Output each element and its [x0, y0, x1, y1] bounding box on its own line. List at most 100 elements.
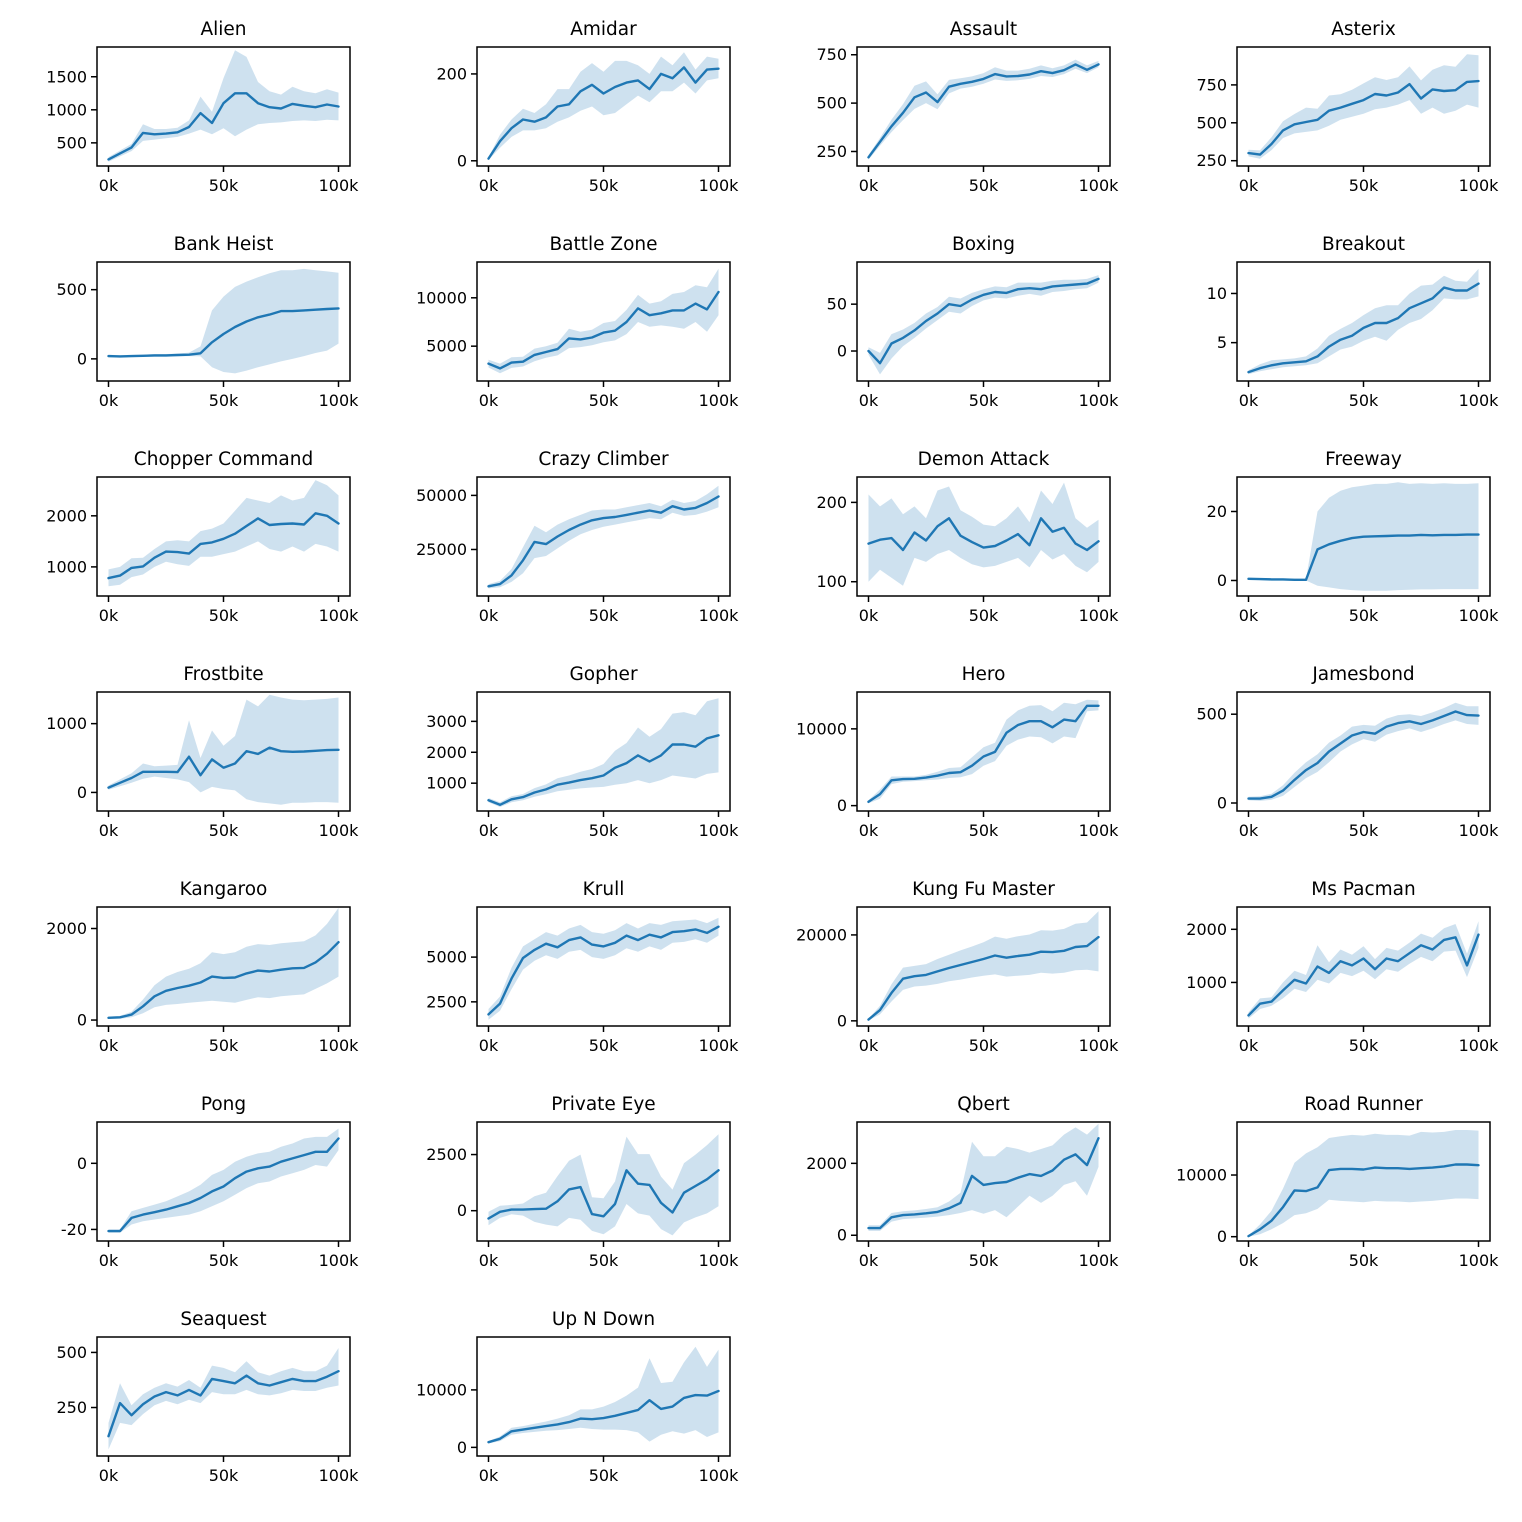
mean-line — [867, 1137, 1100, 1230]
y-tick-label: 1000 — [46, 557, 87, 576]
x-tick-label: 50k — [969, 176, 999, 195]
mean-line — [107, 92, 340, 161]
line-chart-assault: 250 500 750 0k 50k 100k Assault — [816, 19, 1120, 195]
x-tick-label: 100k — [319, 1466, 360, 1485]
subplot-hero: 0 10000 0k 50k 100k Hero — [761, 653, 1141, 868]
line-chart-seaquest: 250 500 0k 50k 100k Seaquest — [56, 1309, 360, 1485]
y-tick-label: 200 — [436, 64, 467, 83]
line-chart-road-runner: 0 10000 0k 50k 100k Road Runner — [1176, 1094, 1499, 1270]
x-tick-label: 100k — [319, 1036, 360, 1055]
confidence-band — [108, 694, 339, 805]
y-tick-label: 750 — [1196, 75, 1227, 94]
chart-title: Frostbite — [183, 664, 263, 685]
line-chart-hero: 0 10000 0k 50k 100k Hero — [796, 664, 1119, 840]
y-tick-label: 50000 — [416, 486, 467, 505]
subplot-road-runner: 0 10000 0k 50k 100k Road Runner — [1141, 1083, 1521, 1298]
x-tick-label: 100k — [1459, 606, 1500, 625]
chart-title: Freeway — [1325, 449, 1402, 470]
y-tick-label: 500 — [1196, 705, 1227, 724]
x-tick-label: 0k — [479, 1251, 499, 1270]
line-chart-krull: 2500 5000 0k 50k 100k Krull — [426, 879, 739, 1055]
mean-line — [867, 517, 1100, 552]
x-tick-label: 50k — [209, 1251, 239, 1270]
y-tick-label: 0 — [77, 1011, 87, 1030]
x-tick-label: 50k — [1349, 606, 1379, 625]
mean-line — [1247, 710, 1480, 800]
x-tick-label: 100k — [319, 1251, 360, 1270]
subplot-up-n-down: 0 10000 0k 50k 100k Up N Down — [381, 1298, 761, 1513]
x-tick-label: 100k — [1079, 176, 1120, 195]
subplot-amidar: 0 200 0k 50k 100k Amidar — [381, 8, 761, 223]
mean-line — [107, 512, 340, 580]
confidence-band — [488, 917, 719, 1020]
y-tick-label: 0 — [837, 796, 847, 815]
y-tick-label: 25000 — [416, 540, 467, 559]
mean-line — [107, 1369, 340, 1438]
x-tick-label: 100k — [699, 606, 740, 625]
subplot-qbert: 0 2000 0k 50k 100k Qbert — [761, 1083, 1141, 1298]
x-tick-label: 0k — [99, 606, 119, 625]
subplot-seaquest: 250 500 0k 50k 100k Seaquest — [1, 1298, 381, 1513]
y-tick-label: 1000 — [46, 100, 87, 119]
mean-line — [1247, 79, 1480, 156]
x-tick-label: 0k — [479, 176, 499, 195]
x-tick-label: 50k — [209, 606, 239, 625]
y-tick-label: 5000 — [426, 948, 467, 967]
y-tick-label: 0 — [457, 1438, 467, 1457]
confidence-band — [1248, 702, 1479, 801]
x-tick-label: 0k — [479, 391, 499, 410]
x-tick-label: 0k — [859, 606, 879, 625]
y-tick-label: 10000 — [796, 719, 847, 738]
confidence-band — [488, 698, 719, 807]
y-tick-label: 250 — [816, 142, 847, 161]
chart-title: Chopper Command — [134, 449, 313, 470]
x-tick-label: 100k — [319, 176, 360, 195]
y-tick-label: 5000 — [426, 337, 467, 356]
subplot-kung-fu-master: 0 20000 0k 50k 100k Kung Fu Master — [761, 868, 1141, 1083]
x-tick-label: 50k — [589, 1466, 619, 1485]
x-tick-label: 100k — [699, 1251, 740, 1270]
x-tick-label: 50k — [209, 391, 239, 410]
confidence-band — [108, 268, 339, 374]
x-tick-label: 100k — [1079, 391, 1120, 410]
y-tick-label: 2000 — [1186, 920, 1227, 939]
confidence-band — [868, 1123, 1099, 1231]
confidence-band — [1248, 921, 1479, 1019]
x-tick-label: 100k — [319, 606, 360, 625]
y-tick-label: 5 — [1217, 333, 1227, 352]
y-tick-label: 10000 — [416, 1380, 467, 1399]
y-tick-label: 1000 — [46, 714, 87, 733]
subplot-chopper-command: 1000 2000 0k 50k 100k Chopper Command — [1, 438, 381, 653]
y-tick-label: 0 — [837, 1226, 847, 1245]
subplot-crazy-climber: 25000 50000 0k 50k 100k Crazy Climber — [381, 438, 761, 653]
x-tick-label: 50k — [1349, 1036, 1379, 1055]
chart-title: Breakout — [1322, 234, 1405, 255]
x-tick-label: 0k — [1239, 1036, 1259, 1055]
confidence-band — [1248, 54, 1479, 159]
confidence-band — [108, 907, 339, 1019]
line-chart-frostbite: 0 1000 0k 50k 100k Frostbite — [46, 664, 359, 840]
subplot-alien: 500 1000 1500 0k 50k 100k Alien — [1, 8, 381, 223]
chart-title: Qbert — [957, 1094, 1010, 1115]
chart-title: Kangaroo — [180, 879, 268, 900]
x-tick-label: 50k — [1349, 391, 1379, 410]
confidence-band — [488, 1346, 719, 1444]
x-tick-label: 50k — [589, 821, 619, 840]
y-tick-label: 1000 — [426, 774, 467, 793]
subplot-pong: -20 0 0k 50k 100k Pong — [1, 1083, 381, 1298]
x-tick-label: 100k — [1459, 176, 1500, 195]
line-chart-kung-fu-master: 0 20000 0k 50k 100k Kung Fu Master — [796, 879, 1119, 1055]
y-tick-label: 10000 — [1176, 1166, 1227, 1185]
y-tick-label: 2000 — [46, 919, 87, 938]
x-tick-label: 50k — [969, 606, 999, 625]
confidence-band — [108, 480, 339, 587]
chart-title: Ms Pacman — [1311, 879, 1415, 900]
line-chart-up-n-down: 0 10000 0k 50k 100k Up N Down — [416, 1309, 739, 1485]
y-tick-label: 200 — [816, 493, 847, 512]
y-tick-label: 10000 — [416, 288, 467, 307]
line-chart-pong: -20 0 0k 50k 100k Pong — [61, 1094, 360, 1270]
y-tick-label: -20 — [61, 1220, 87, 1239]
x-tick-label: 100k — [1459, 1036, 1500, 1055]
mean-line — [487, 66, 720, 160]
